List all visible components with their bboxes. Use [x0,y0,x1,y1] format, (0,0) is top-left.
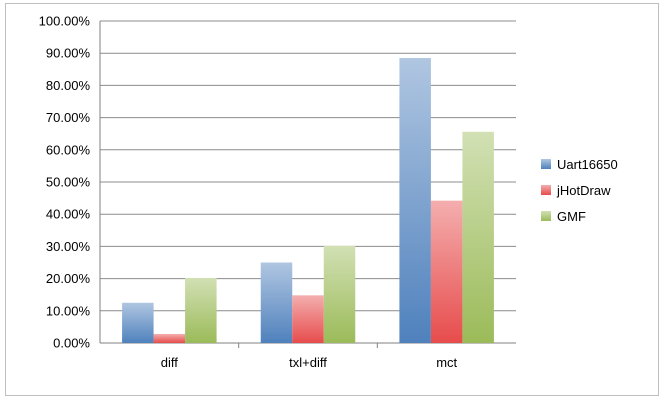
bar-jHotDraw-mct [430,200,463,343]
bar-jHotDraw-diff [153,333,186,343]
bar-Uart16650-txl+diff [260,262,293,343]
x-tick-label: txl+diff [289,355,327,370]
x-tick-label: diff [161,355,178,370]
y-tick-label: 40.00% [46,207,91,222]
y-tick-label: 90.00% [46,46,91,61]
x-axis-ticks: diff txl+diff mct [161,343,458,370]
bar-GMF-txl+diff [323,245,356,343]
legend-swatch [541,159,551,169]
legend-label: Uart16650 [557,157,618,172]
bar-jHotDraw-txl+diff [292,295,324,343]
y-tick-label: 0.00% [53,336,90,351]
y-tick-label: 70.00% [46,110,91,125]
bars [122,58,494,343]
legend-swatch [541,185,551,195]
legend-label: GMF [557,209,586,224]
y-tick-label: 80.00% [46,78,91,93]
y-tick-label: 100.00% [39,14,91,29]
bar-Uart16650-diff [122,302,154,343]
x-tick-label: mct [436,355,457,370]
legend-label: jHotDraw [556,183,611,198]
legend: Uart16650 jHotDraw GMF [541,157,618,224]
legend-swatch [541,211,551,221]
y-tick-label: 10.00% [46,303,91,318]
y-tick-label: 20.00% [46,271,91,286]
y-tick-label: 60.00% [46,142,91,157]
y-tick-label: 30.00% [46,239,91,254]
y-tick-label: 50.00% [46,175,91,190]
bar-Uart16650-mct [399,58,431,343]
bar-GMF-diff [185,277,217,343]
y-axis-ticks: 0.00% 10.00% 20.00% 30.00% 40.00% 50.00% 60.00… [39,14,91,351]
bar-GMF-mct [462,131,494,343]
